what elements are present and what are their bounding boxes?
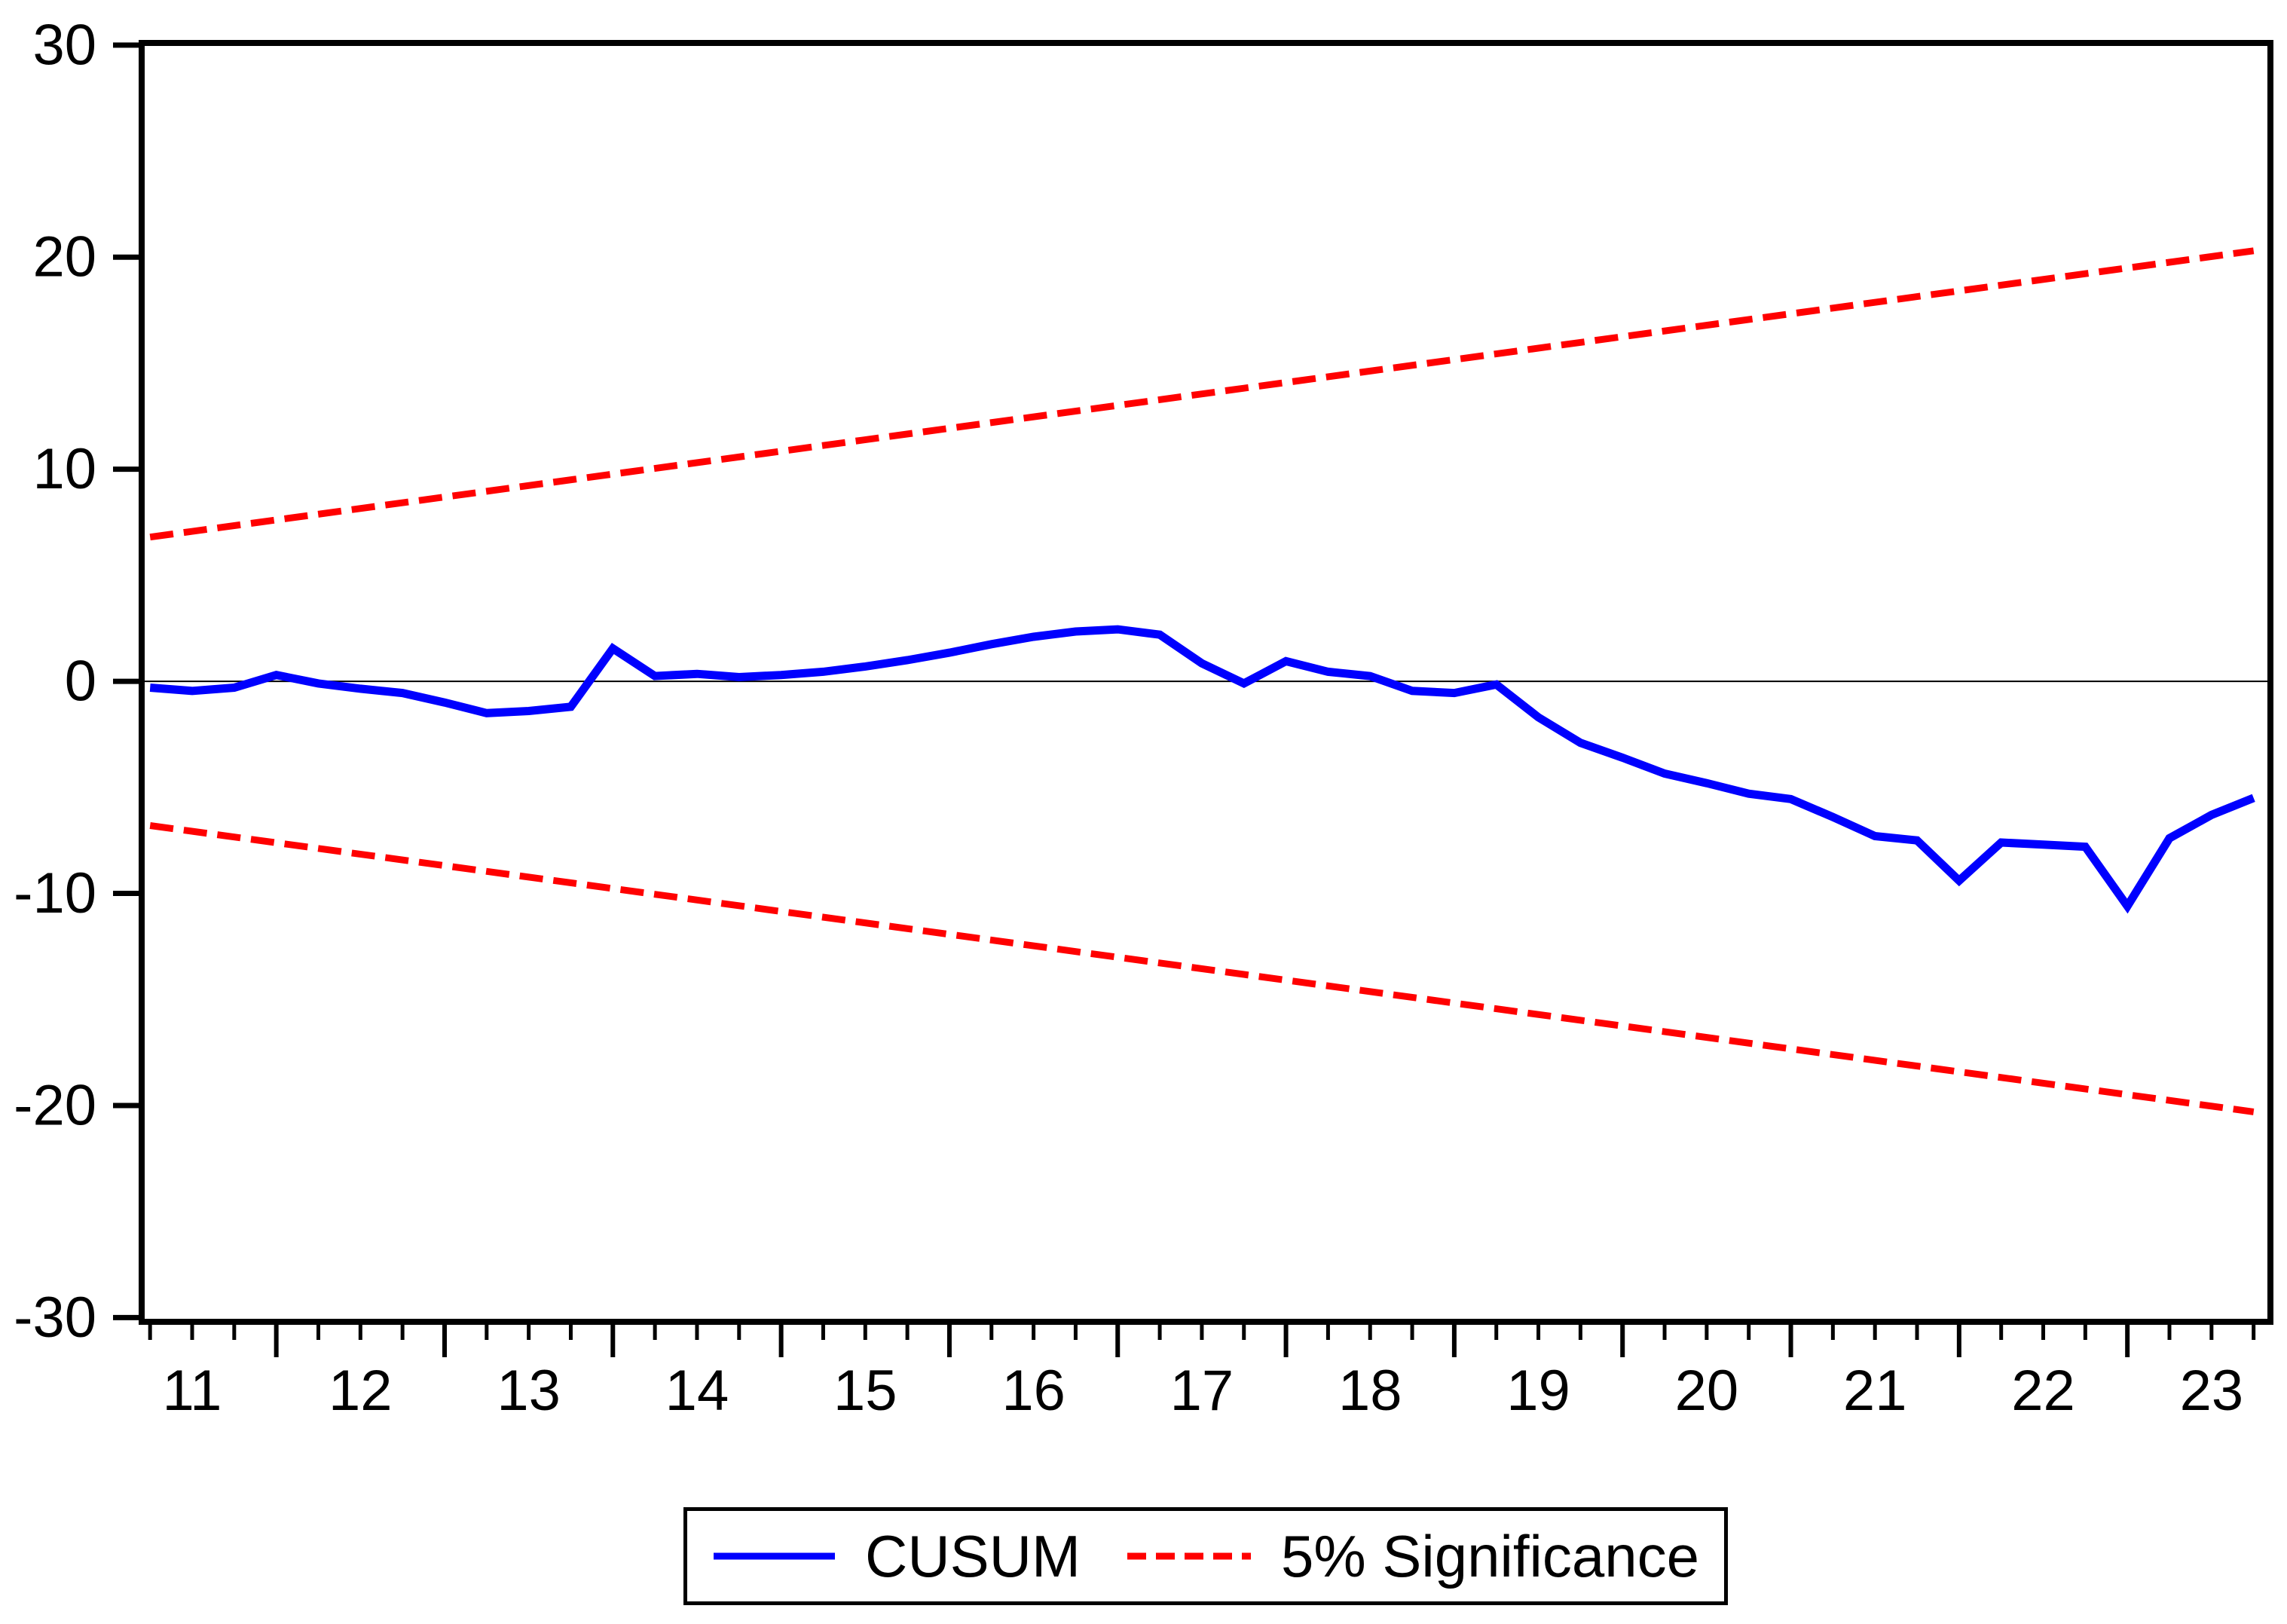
x-tick-label: 11	[163, 1359, 222, 1423]
y-tick-label: 0	[65, 650, 96, 714]
series-group	[149, 247, 2255, 1115]
y-tick-label: -10	[14, 861, 96, 925]
x-tick-label: 20	[1675, 1359, 1739, 1423]
cusum-line	[149, 625, 2255, 914]
x-tick-label: 22	[2011, 1359, 2075, 1423]
significance-line-swatch	[1127, 1552, 1251, 1560]
plot-frame-group	[139, 40, 2273, 1325]
y-tick-label: -20	[14, 1073, 96, 1137]
plot-frame	[139, 40, 2273, 1325]
x-axis-ticks-group	[148, 1325, 2256, 1357]
x-tick-label: 15	[833, 1359, 897, 1423]
legend-label-significance: 5% Significance	[1281, 1522, 1699, 1589]
x-tick-label: 12	[329, 1359, 393, 1423]
x-tick-label: 21	[1843, 1359, 1907, 1423]
x-tick-label: 23	[2180, 1359, 2244, 1423]
x-tick-label: 19	[1506, 1359, 1570, 1423]
legend: CUSUM 5% Significance	[683, 1507, 1728, 1605]
legend-label-cusum: CUSUM	[865, 1522, 1081, 1589]
x-tick-label: 13	[497, 1359, 561, 1423]
x-axis-labels-group: 11 12 13 14 15 16 17 18 19 20 21 22 23	[163, 1359, 2244, 1423]
y-axis-ticks-group	[113, 42, 142, 1320]
y-tick-label: 10	[32, 437, 96, 501]
significance-bound-line	[149, 247, 2255, 541]
y-tick-label: 20	[32, 225, 96, 289]
cusum-line-swatch	[714, 1552, 835, 1560]
x-tick-label: 17	[1170, 1359, 1234, 1423]
y-axis-labels-group: 30 20 10 0 -10 -20 -30	[14, 13, 96, 1350]
x-tick-label: 14	[665, 1359, 729, 1423]
y-tick-label: -30	[14, 1286, 96, 1350]
y-tick-label: 30	[32, 13, 96, 77]
significance-bound-line	[149, 822, 2255, 1115]
x-tick-label: 16	[1001, 1359, 1066, 1423]
x-tick-label: 18	[1338, 1359, 1402, 1423]
